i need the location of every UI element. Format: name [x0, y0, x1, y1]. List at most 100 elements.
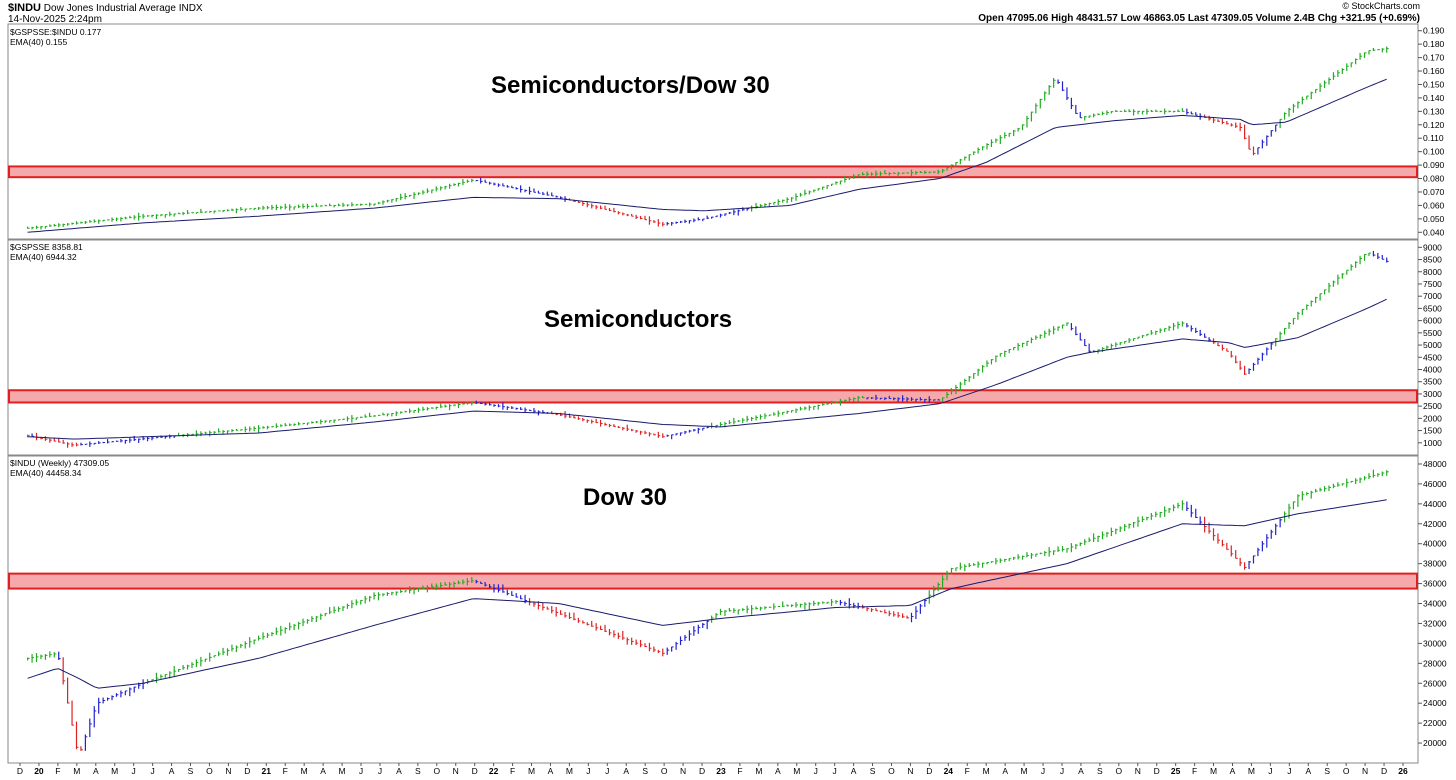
x-tick-label: O [1116, 766, 1123, 776]
x-tick-label: A [548, 766, 554, 776]
symbol-name: Dow Jones Industrial Average INDX [43, 3, 203, 14]
x-tick-label: D [1154, 766, 1160, 776]
quote-line: Open 47095.06 High 48431.57 Low 46863.05… [978, 13, 1420, 24]
x-tick-label: O [206, 766, 213, 776]
x-tick-label: S [642, 766, 648, 776]
ema-line [27, 499, 1387, 689]
y-tick-label: 1500 [1423, 426, 1442, 436]
x-tick-label: J [378, 766, 382, 776]
x-tick-label: O [661, 766, 668, 776]
x-tick-label: N [1135, 766, 1141, 776]
x-tick-label: A [1078, 766, 1084, 776]
x-tick-label: M [983, 766, 990, 776]
y-tick-label: 0.170 [1423, 53, 1445, 63]
chart-date: 14-Nov-2025 2:24pm [8, 14, 102, 25]
y-tick-label: 38000 [1423, 559, 1447, 569]
panel-1-title: Semiconductors/Dow 30 [491, 72, 770, 99]
x-tick-label: M [73, 766, 80, 776]
y-tick-label: 2000 [1423, 413, 1442, 423]
x-tick-label: J [586, 766, 590, 776]
legend-ema: EMA(40) 6944.32 [10, 252, 77, 262]
y-tick-label: 0.080 [1423, 174, 1445, 184]
x-tick-label: M [111, 766, 118, 776]
legend-series: $INDU (Weekly) 47309.05 [10, 458, 110, 468]
y-tick-label: 42000 [1423, 519, 1447, 529]
x-tick-label: F [55, 766, 60, 776]
y-tick-label: 0.050 [1423, 214, 1445, 224]
x-tick-label: D [1381, 766, 1387, 776]
legend-ema: EMA(40) 44458.34 [10, 468, 82, 478]
y-tick-label: 8000 [1423, 267, 1442, 277]
y-tick-label: 7500 [1423, 279, 1442, 289]
x-tick-label: A [1305, 766, 1311, 776]
y-tick-label: 32000 [1423, 618, 1447, 628]
x-tick-label: A [93, 766, 99, 776]
x-tick-label: A [169, 766, 175, 776]
x-tick-label: S [1324, 766, 1330, 776]
x-tick-label: J [1268, 766, 1272, 776]
panel-frame [7, 23, 1419, 240]
x-tick-label: D [244, 766, 250, 776]
x-tick-label: F [510, 766, 515, 776]
y-tick-label: 0.100 [1423, 147, 1445, 157]
x-tick-label: 26 [1398, 766, 1408, 776]
x-tick-label: S [870, 766, 876, 776]
y-tick-label: 6500 [1423, 303, 1442, 313]
y-tick-label: 2500 [1423, 401, 1442, 411]
y-tick-label: 0.120 [1423, 120, 1445, 130]
panel-3-legend: $INDU (Weekly) 47309.05 EMA(40) 44458.34 [10, 458, 109, 478]
y-tick-label: 8500 [1423, 255, 1442, 265]
x-tick-label: A [1230, 766, 1236, 776]
y-tick-label: 5500 [1423, 328, 1442, 338]
x-tick-label: A [396, 766, 402, 776]
y-tick-label: 7000 [1423, 291, 1442, 301]
y-tick-label: 9000 [1423, 242, 1442, 252]
y-tick-label: 46000 [1423, 479, 1447, 489]
panel-1-legend: $GSPSSE:$INDU 0.177 EMA(40) 0.155 [10, 27, 101, 47]
legend-ema: EMA(40) 0.155 [10, 37, 68, 47]
x-tick-label: A [623, 766, 629, 776]
y-tick-label: 3500 [1423, 377, 1442, 387]
x-tick-label: J [1041, 766, 1045, 776]
x-tick-label: M [755, 766, 762, 776]
x-tick-label: F [1192, 766, 1197, 776]
y-tick-label: 36000 [1423, 579, 1447, 589]
x-tick-label: F [737, 766, 742, 776]
x-tick-label: S [188, 766, 194, 776]
y-tick-label: 30000 [1423, 638, 1447, 648]
support-band [8, 389, 1418, 404]
x-tick-label: 20 [34, 766, 44, 776]
y-tick-label: 26000 [1423, 678, 1447, 688]
y-tick-label: 4000 [1423, 364, 1442, 374]
y-tick-label: 0.180 [1423, 39, 1445, 49]
x-tick-label: 25 [1171, 766, 1181, 776]
y-tick-label: 0.190 [1423, 26, 1445, 36]
x-tick-label: M [1210, 766, 1217, 776]
x-tick-label: J [359, 766, 363, 776]
y-tick-label: 5000 [1423, 340, 1442, 350]
y-tick-label: 40000 [1423, 539, 1447, 549]
x-tick-label: O [433, 766, 440, 776]
y-tick-label: 6000 [1423, 316, 1442, 326]
x-tick-label: 21 [262, 766, 272, 776]
x-tick-label: D [472, 766, 478, 776]
legend-series: $GSPSSE:$INDU 0.177 [10, 27, 102, 37]
y-tick-label: 0.110 [1423, 133, 1444, 143]
x-tick-label: S [415, 766, 421, 776]
x-tick-label: M [566, 766, 573, 776]
x-tick-label: 23 [716, 766, 726, 776]
x-tick-label: O [1343, 766, 1350, 776]
chart-header-title: $INDU Dow Jones Industrial Average INDX [8, 2, 203, 14]
x-tick-label: M [793, 766, 800, 776]
x-tick-label: J [1060, 766, 1064, 776]
y-tick-label: 3000 [1423, 389, 1442, 399]
x-tick-label: J [150, 766, 154, 776]
x-tick-label: M [528, 766, 535, 776]
y-tick-label: 44000 [1423, 499, 1447, 509]
y-tick-label: 0.070 [1423, 187, 1445, 197]
y-tick-label: 0.060 [1423, 200, 1445, 210]
x-tick-label: N [453, 766, 459, 776]
stockcharts-watermark: © StockCharts.com [1342, 1, 1420, 11]
x-tick-label: A [320, 766, 326, 776]
